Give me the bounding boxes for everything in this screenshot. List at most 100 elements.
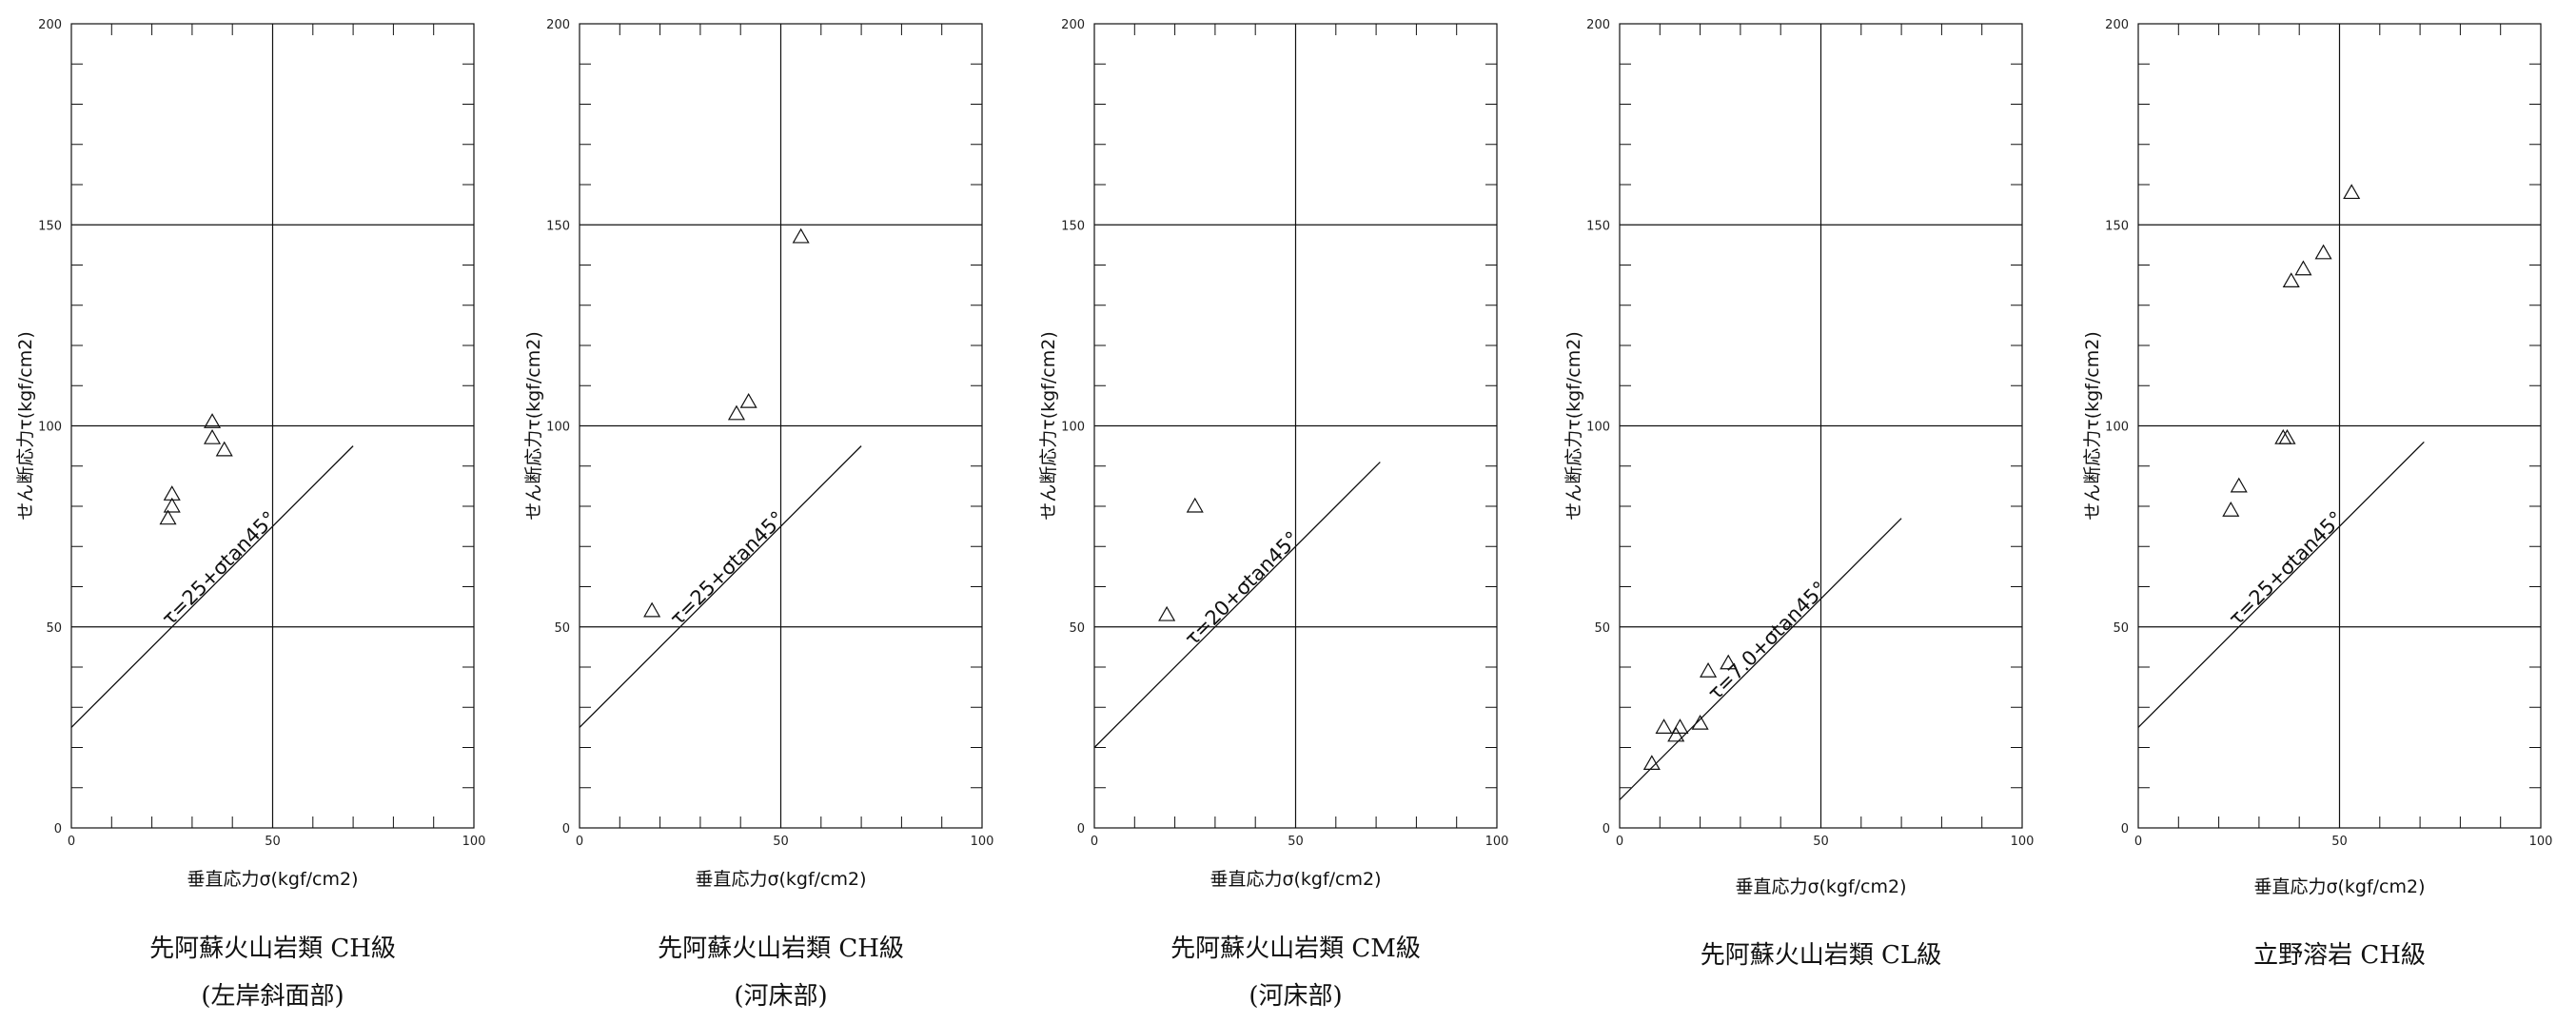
x-tick-label: 100 (2011, 835, 2035, 849)
y-axis-title: せん断応力τ(kgf/cm2) (15, 331, 36, 520)
data-point (159, 509, 177, 525)
y-tick-label: 150 (546, 219, 570, 233)
x-tick-label: 0 (1091, 835, 1098, 849)
y-axis-title: せん断応力τ(kgf/cm2) (1563, 331, 1584, 520)
data-point (2278, 428, 2296, 444)
data-point (792, 227, 810, 244)
x-axis-title: 垂直応力σ(kgf/cm2) (1209, 869, 1381, 890)
y-tick-label: 0 (54, 822, 62, 836)
y-tick-label: 0 (2121, 822, 2129, 836)
data-point (727, 404, 746, 421)
fit-line-label: τ=7.0+σtan45° (1703, 577, 1832, 704)
chart-caption: 先阿蘇火山岩類 CH級 (149, 934, 396, 963)
chart-panel-2: 0 50 100 0 50 100 150 200 垂直応力σ(kgf/cm2) せん断応力τ(k… (523, 18, 993, 1011)
data-point (2282, 272, 2300, 287)
data-point (204, 428, 222, 444)
data-point (643, 601, 661, 618)
data-point (1691, 714, 1709, 730)
x-tick-label: 50 (773, 835, 789, 849)
x-tick-label: 100 (971, 835, 994, 849)
x-tick-label: 50 (265, 835, 281, 849)
data-point (1720, 654, 1738, 670)
y-axis-title: せん断応力τ(kgf/cm2) (1038, 331, 1059, 520)
x-tick-label: 50 (1288, 835, 1304, 849)
y-tick-label: 50 (1069, 621, 1085, 636)
data-point (2314, 244, 2332, 260)
fit-line (1093, 462, 1381, 748)
x-axis-title: 垂直応力σ(kgf/cm2) (695, 869, 866, 890)
y-tick-label: 200 (2105, 18, 2129, 32)
data-point (163, 497, 181, 513)
fit-line (1619, 518, 1902, 800)
fit-line-label: τ=25+σtan45° (2224, 506, 2348, 630)
chart-caption-sub: (河床部) (734, 982, 827, 1011)
chart-caption: 先阿蘇火山岩類 CM級 (1170, 934, 1421, 963)
y-tick-label: 100 (38, 421, 62, 435)
x-axis-title: 垂直応力σ(kgf/cm2) (1735, 876, 1906, 897)
x-axis-title: 垂直応力σ(kgf/cm2) (187, 869, 358, 890)
x-tick-label: 0 (576, 835, 583, 849)
data-point (1700, 662, 1718, 678)
data-point (163, 485, 181, 501)
x-tick-label: 50 (2331, 835, 2348, 849)
data-point (1642, 755, 1661, 771)
data-point (204, 413, 222, 428)
fit-line (579, 445, 862, 728)
y-tick-label: 200 (1586, 18, 1610, 32)
chart-caption-sub: (河床部) (1249, 982, 1342, 1011)
data-point (2230, 477, 2248, 493)
y-tick-label: 50 (46, 621, 62, 636)
y-tick-label: 150 (1061, 219, 1085, 233)
data-point (2294, 260, 2312, 276)
data-point (215, 441, 233, 457)
x-tick-label: 0 (68, 835, 75, 849)
x-tick-label: 0 (1616, 835, 1623, 849)
x-tick-label: 100 (462, 835, 486, 849)
data-point (1655, 718, 1673, 734)
x-axis-title: 垂直応力σ(kgf/cm2) (2253, 876, 2425, 897)
chart-caption-sub: (左岸斜面部) (201, 982, 344, 1011)
data-point (1158, 605, 1176, 621)
fit-line-label: τ=25+σtan45° (157, 506, 281, 630)
fit-line-label: τ=25+σtan45° (665, 506, 789, 630)
data-point (739, 392, 757, 408)
y-tick-label: 50 (2113, 621, 2129, 636)
y-tick-label: 100 (2105, 421, 2129, 435)
fit-line (70, 445, 354, 728)
chart-panel-1: 0 50 100 0 50 100 150 200 垂直応力σ(kgf/cm2) せん断応力τ(k… (15, 18, 485, 1011)
chart-panel-3: 0 50 100 0 50 100 150 200 垂直応力σ(kgf/cm2) せん断応力τ(k… (1038, 18, 1508, 1011)
y-tick-label: 0 (562, 822, 570, 836)
y-tick-label: 100 (546, 421, 570, 435)
fit-line (2137, 441, 2425, 728)
y-tick-label: 100 (1061, 421, 1085, 435)
fit-line-label: τ=20+σtan45° (1180, 527, 1304, 651)
y-tick-label: 150 (2105, 219, 2129, 233)
data-point (2343, 184, 2361, 200)
y-tick-label: 150 (38, 219, 62, 233)
data-point (2222, 502, 2240, 517)
y-tick-label: 200 (1061, 18, 1085, 32)
y-tick-label: 50 (1594, 621, 1610, 636)
y-axis-title: せん断応力τ(kgf/cm2) (523, 331, 544, 520)
x-tick-label: 0 (2134, 835, 2142, 849)
data-point (1186, 497, 1204, 513)
y-axis-title: せん断応力τ(kgf/cm2) (2082, 331, 2103, 520)
chart-caption: 先阿蘇火山岩類 CH級 (658, 934, 904, 963)
y-tick-label: 100 (1586, 421, 1610, 435)
y-tick-label: 50 (554, 621, 570, 636)
y-tick-label: 0 (1077, 822, 1085, 836)
chart-panel-5: 0 50 100 0 50 100 150 200 垂直応力σ(kgf/cm2) せん断応力τ(k… (2082, 18, 2552, 970)
chart-caption: 立野溶岩 CH級 (2253, 941, 2426, 970)
y-tick-label: 150 (1586, 219, 1610, 233)
chart-caption: 先阿蘇火山岩類 CL級 (1701, 941, 1941, 970)
x-tick-label: 50 (1813, 835, 1829, 849)
data-point (1667, 726, 1685, 742)
data-point (1671, 718, 1689, 734)
chart-panel-4: 0 50 100 0 50 100 150 200 垂直応力σ(kgf/cm2) せん断応力τ(k… (1563, 18, 2034, 970)
x-tick-label: 100 (1485, 835, 1509, 849)
y-tick-label: 200 (38, 18, 62, 32)
x-tick-label: 100 (2529, 835, 2553, 849)
y-tick-label: 0 (1603, 822, 1610, 836)
y-tick-label: 200 (546, 18, 570, 32)
